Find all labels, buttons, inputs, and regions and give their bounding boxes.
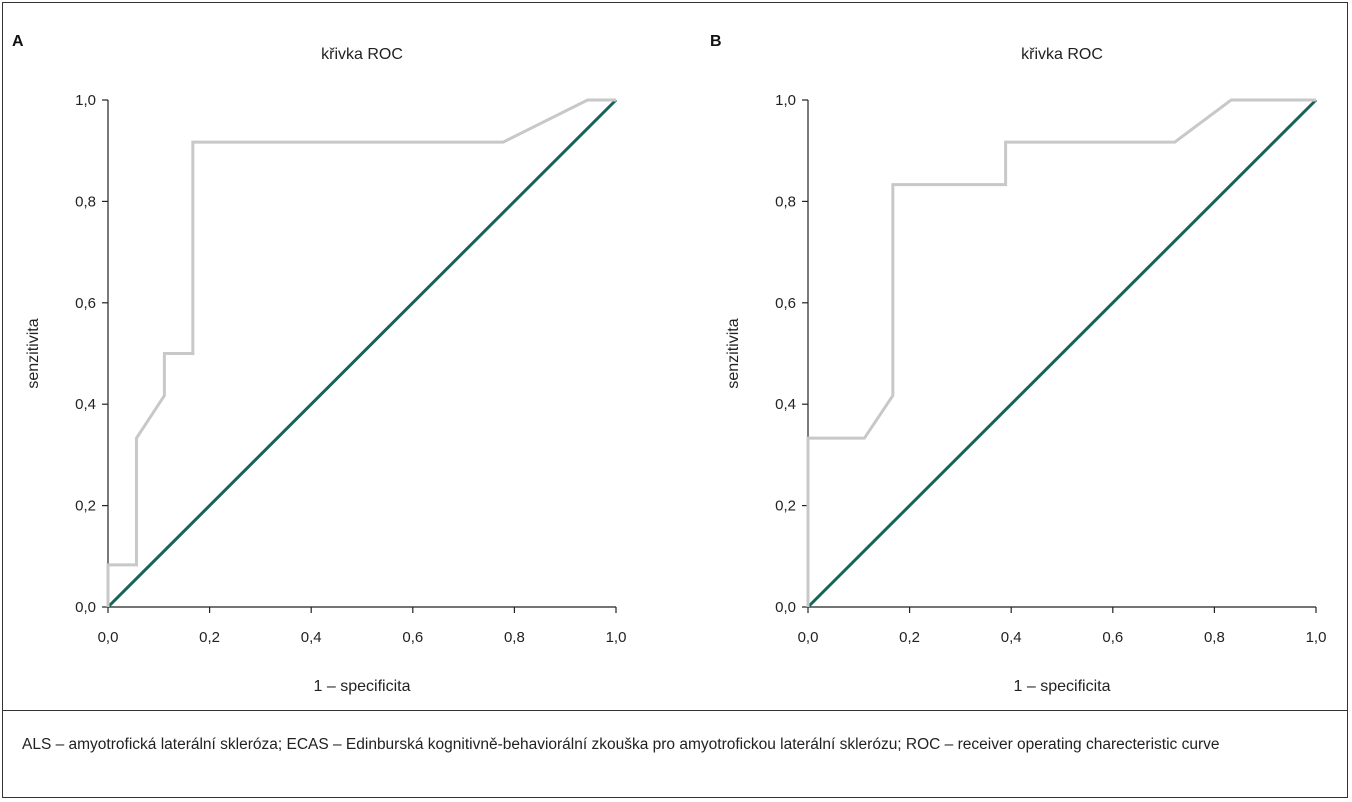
panel-a-x-tick-label: 0,6 — [402, 629, 423, 646]
panel-a-x-axis-label: 1 – specificita — [314, 678, 411, 695]
panel-a-x-tick-label: 1,0 — [606, 629, 627, 646]
panel-b-y-tick-label: 0,8 — [775, 193, 796, 210]
panel-b-title: křivka ROC — [1021, 46, 1103, 63]
panel-a-letter: A — [12, 33, 24, 50]
panel-b-letter: B — [710, 33, 722, 50]
panel-a-x-tick-label: 0,0 — [98, 629, 119, 646]
panel-b-x-tick-label: 0,2 — [899, 629, 920, 646]
panel-a-y-tick-label: 0,4 — [75, 396, 96, 413]
panel-b-y-axis-label: senzitivita — [725, 318, 742, 388]
panel-b-x-tick-label: 0,8 — [1204, 629, 1225, 646]
panel-b-x-tick-label: 0,0 — [798, 629, 819, 646]
panel-a-y-axis-label: senzitivita — [25, 318, 42, 388]
panel-b-y-tick-label: 0,2 — [775, 498, 796, 515]
figure-caption: ALS – amyotrofická laterální skleróza; E… — [22, 736, 1220, 753]
panel-b-x-tick-label: 0,4 — [1001, 629, 1022, 646]
panel-b-y-tick-label: 0,4 — [775, 396, 796, 413]
panel-a-title: křivka ROC — [321, 46, 403, 63]
panel-a-x-tick-label: 0,8 — [504, 629, 525, 646]
panel-b-x-tick-label: 1,0 — [1306, 629, 1327, 646]
panel-b-x-tick-label: 0,6 — [1102, 629, 1123, 646]
panel-b-roc-curve — [806, 98, 1316, 607]
panel-b-y-tick-label: 1,0 — [775, 92, 796, 109]
panel-b-y-tick-label: 0,0 — [775, 599, 796, 616]
panel-b-x-axis-label: 1 – specificita — [1014, 678, 1111, 695]
panel-a-y-tick-label: 0,2 — [75, 498, 96, 515]
caption-divider — [2, 710, 1348, 711]
panel-a-y-tick-label: 0,0 — [75, 599, 96, 616]
panel-b-y-tick-label: 0,6 — [775, 295, 796, 312]
panel-a-reference-line — [106, 98, 618, 609]
panel-a-y-tick-label: 1,0 — [75, 92, 96, 109]
panel-a-roc-curve — [106, 98, 616, 607]
panel-a-x-tick-label: 0,4 — [301, 629, 322, 646]
panel-a-y-tick-label: 0,8 — [75, 193, 96, 210]
panel-a-x-tick-label: 0,2 — [199, 629, 220, 646]
panel-a-y-tick-label: 0,6 — [75, 295, 96, 312]
panel-b-reference-line — [806, 98, 1318, 609]
